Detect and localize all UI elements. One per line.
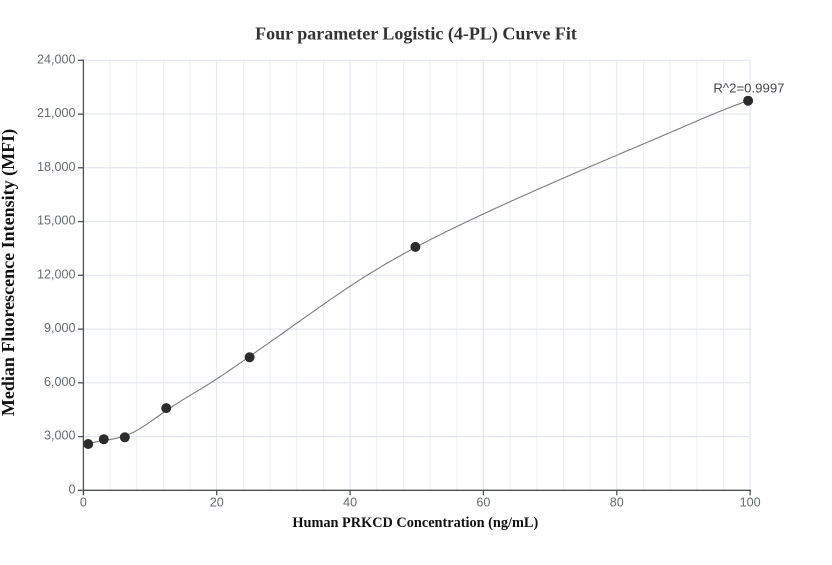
svg-text:12,000: 12,000 bbox=[37, 267, 76, 281]
svg-text:0: 0 bbox=[80, 496, 87, 510]
svg-text:15,000: 15,000 bbox=[37, 214, 76, 228]
svg-text:20: 20 bbox=[210, 496, 224, 510]
svg-text:18,000: 18,000 bbox=[37, 160, 76, 174]
svg-text:60: 60 bbox=[476, 496, 490, 510]
svg-text:R^2=0.9997: R^2=0.9997 bbox=[713, 80, 784, 95]
svg-text:6,000: 6,000 bbox=[44, 375, 76, 389]
svg-text:100: 100 bbox=[740, 496, 761, 510]
svg-text:24,000: 24,000 bbox=[37, 52, 76, 66]
svg-text:40: 40 bbox=[343, 496, 357, 510]
svg-text:Median Fluorescence Intensity: Median Fluorescence Intensity (MFI) bbox=[0, 129, 19, 416]
svg-text:80: 80 bbox=[610, 496, 624, 510]
svg-text:0: 0 bbox=[68, 482, 75, 496]
svg-text:9,000: 9,000 bbox=[44, 321, 76, 335]
svg-text:Four parameter Logistic (4-PL): Four parameter Logistic (4-PL) Curve Fit bbox=[255, 24, 577, 45]
svg-text:Human PRKCD Concentration (ng/: Human PRKCD Concentration (ng/mL) bbox=[292, 515, 538, 531]
svg-text:3,000: 3,000 bbox=[44, 429, 76, 443]
svg-text:21,000: 21,000 bbox=[37, 106, 76, 120]
